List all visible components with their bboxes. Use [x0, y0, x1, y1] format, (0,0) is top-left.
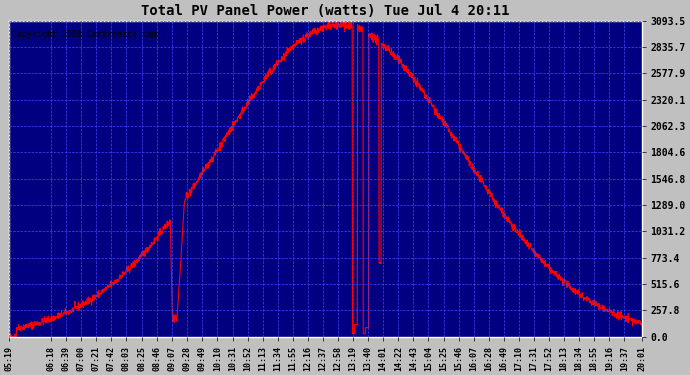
Title: Total PV Panel Power (watts) Tue Jul 4 20:11: Total PV Panel Power (watts) Tue Jul 4 2…: [141, 4, 509, 18]
Text: Copyright 2008 Cartronics.com: Copyright 2008 Cartronics.com: [12, 30, 157, 39]
